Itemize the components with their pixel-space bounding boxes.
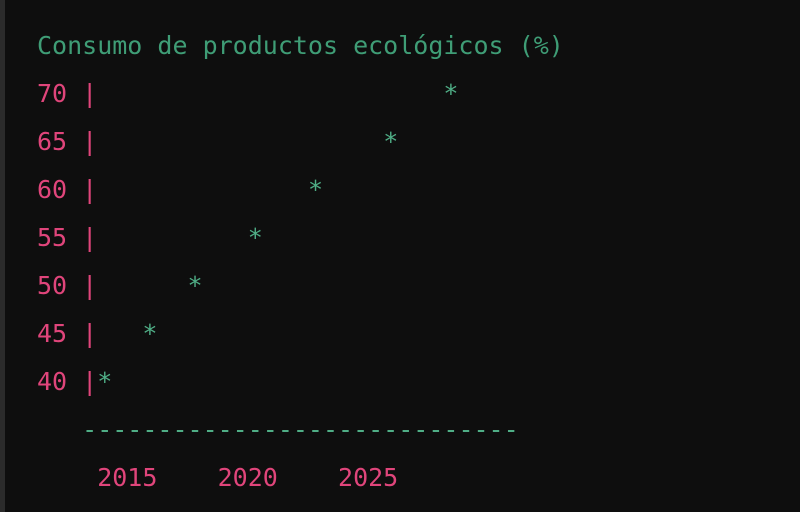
ytick-label-60: 60 <box>37 175 68 204</box>
data-point-marker-45: * <box>142 319 158 348</box>
y-axis-segment-65: | <box>67 127 98 156</box>
y-axis-segment-55: | <box>67 223 98 252</box>
row-padding-50 <box>97 271 187 300</box>
y-axis-segment-50: | <box>67 271 98 300</box>
row-padding-70 <box>97 79 443 108</box>
row-padding-55 <box>97 223 248 252</box>
chart-row-70: 70 | * <box>0 70 800 118</box>
y-axis-segment-40: | <box>67 367 98 396</box>
y-axis-segment-70: | <box>67 79 98 108</box>
row-padding-65 <box>97 127 383 156</box>
row-padding-60 <box>97 175 308 204</box>
data-point-marker-50: * <box>187 271 203 300</box>
chart-row-55: 55 | * <box>0 214 800 262</box>
chart-title: Consumo de productos ecológicos (%) <box>37 31 564 60</box>
x-axis-rule-dashes: ----------------------------- <box>82 415 519 444</box>
chart-row-60: 60 | * <box>0 166 800 214</box>
y-axis-segment-60: | <box>67 175 98 204</box>
x-axis-rule: ----------------------------- <box>0 406 800 454</box>
ytick-label-50: 50 <box>37 271 68 300</box>
x-axis-tick-labels: 2015 2020 2025 <box>37 463 399 492</box>
row-padding-45 <box>97 319 142 348</box>
ytick-label-40: 40 <box>37 367 68 396</box>
chart-row-50: 50 | * <box>0 262 800 310</box>
window-edge-strip <box>0 0 5 512</box>
data-point-marker-65: * <box>383 127 399 156</box>
data-point-marker-55: * <box>247 223 263 252</box>
ytick-label-55: 55 <box>37 223 68 252</box>
ytick-label-65: 65 <box>37 127 68 156</box>
x-axis-rule-indent <box>37 415 82 444</box>
chart-row-65: 65 | * <box>0 118 800 166</box>
chart-row-40: 40 |* <box>0 358 800 406</box>
ytick-label-45: 45 <box>37 319 68 348</box>
chart-row-45: 45 | * <box>0 310 800 358</box>
data-point-marker-70: * <box>443 79 459 108</box>
y-axis-segment-45: | <box>67 319 98 348</box>
data-point-marker-60: * <box>307 175 323 204</box>
data-point-marker-40: * <box>97 367 113 396</box>
ytick-label-70: 70 <box>37 79 68 108</box>
